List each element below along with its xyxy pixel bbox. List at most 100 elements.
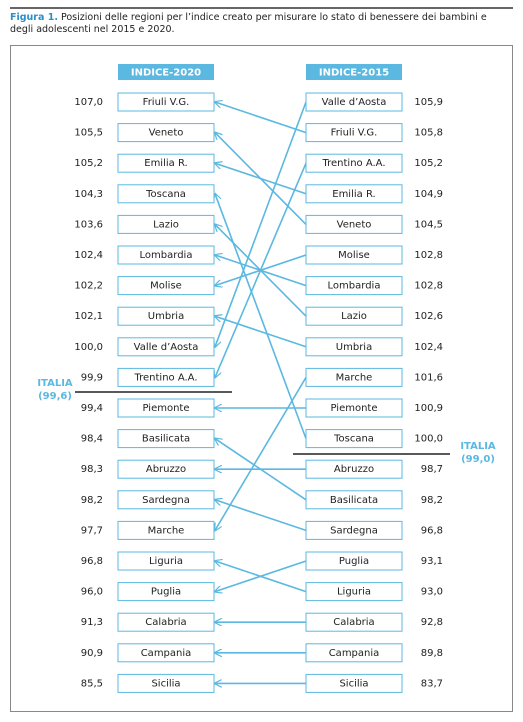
region-box — [305, 123, 403, 143]
region-box — [305, 673, 403, 693]
region-name: Liguria — [149, 556, 183, 567]
region-box — [305, 214, 403, 234]
column-header: INDICE-2015 — [319, 68, 389, 79]
region-name: Abruzzo — [334, 464, 374, 475]
region-name: Piemonte — [142, 403, 189, 414]
region-box — [305, 398, 403, 418]
region-name: Marche — [148, 525, 185, 536]
region-name: Lombardia — [140, 250, 193, 261]
region-value: 105,9 — [414, 97, 443, 108]
italia-label: ITALIA — [37, 378, 73, 389]
region-name: Valle d’Aosta — [322, 97, 387, 108]
connector — [215, 224, 307, 317]
connector — [215, 316, 307, 348]
region-value: 91,3 — [81, 617, 103, 628]
region-box — [117, 123, 215, 143]
region-name: Basilicata — [142, 434, 190, 445]
region-box — [117, 337, 215, 357]
region-name: Sicilia — [151, 678, 180, 689]
region-value: 103,6 — [74, 219, 103, 230]
region-value: 100,0 — [74, 342, 103, 353]
region-value: 105,2 — [414, 158, 443, 169]
region-name: Emilia R. — [332, 189, 375, 200]
region-name: Sardegna — [142, 495, 190, 506]
region-value: 105,2 — [74, 158, 103, 169]
region-name: Toscana — [333, 434, 374, 445]
region-box — [117, 306, 215, 326]
column-header-bg — [306, 64, 402, 80]
connector — [215, 102, 307, 134]
region-value: 100,0 — [414, 434, 443, 445]
region-box — [305, 245, 403, 265]
region-value: 89,8 — [421, 648, 443, 659]
region-value: 102,6 — [414, 311, 443, 322]
region-name: Lazio — [153, 219, 179, 230]
region-name: Calabria — [145, 617, 186, 628]
region-name: Umbria — [148, 311, 184, 322]
region-name: Valle d’Aosta — [134, 342, 199, 353]
region-box — [305, 429, 403, 449]
region-name: Trentino A.A. — [133, 372, 197, 383]
region-box — [305, 612, 403, 632]
region-name: Piemonte — [330, 403, 377, 414]
region-value: 98,7 — [421, 464, 443, 475]
region-value: 102,4 — [74, 250, 103, 261]
frame — [10, 45, 513, 712]
region-value: 107,0 — [74, 97, 103, 108]
region-value: 98,2 — [421, 495, 443, 506]
region-name: Emilia R. — [144, 158, 187, 169]
region-value: 83,7 — [421, 678, 443, 689]
column-header-bg — [118, 64, 214, 80]
region-name: Friuli V.G. — [143, 97, 190, 108]
caption-text: Posizioni delle regioni per l’indice cre… — [10, 12, 487, 35]
region-name: Calabria — [333, 617, 374, 628]
region-box — [305, 490, 403, 510]
region-value: 102,8 — [414, 250, 443, 261]
region-name: Lazio — [341, 311, 367, 322]
region-box — [305, 153, 403, 173]
region-box — [117, 459, 215, 479]
region-value: 97,7 — [81, 525, 103, 536]
region-value: 105,8 — [414, 128, 443, 139]
region-value: 90,9 — [81, 648, 103, 659]
region-name: Friuli V.G. — [331, 128, 378, 139]
region-name: Molise — [338, 250, 370, 261]
region-name: Basilicata — [330, 495, 378, 506]
region-value: 99,9 — [81, 372, 103, 383]
region-box — [117, 184, 215, 204]
region-value: 104,3 — [74, 189, 103, 200]
region-value: 104,5 — [414, 219, 443, 230]
region-value: 102,8 — [414, 281, 443, 292]
italia-value: (99,0) — [461, 454, 495, 465]
region-value: 93,0 — [421, 587, 443, 598]
region-name: Trentino A.A. — [321, 158, 385, 169]
region-name: Sardegna — [330, 525, 378, 536]
region-value: 98,2 — [81, 495, 103, 506]
region-value: 98,3 — [81, 464, 103, 475]
region-box — [305, 306, 403, 326]
region-name: Veneto — [337, 219, 372, 230]
region-value: 102,4 — [414, 342, 443, 353]
region-box — [117, 92, 215, 112]
region-value: 104,9 — [414, 189, 443, 200]
region-name: Campania — [141, 648, 192, 659]
region-box — [117, 582, 215, 602]
region-value: 101,6 — [414, 372, 443, 383]
region-value: 96,8 — [81, 556, 103, 567]
connector — [215, 500, 307, 532]
region-value: 102,2 — [74, 281, 103, 292]
region-box — [305, 643, 403, 663]
region-value: 100,9 — [414, 403, 443, 414]
region-name: Liguria — [337, 587, 371, 598]
region-name: Puglia — [151, 587, 181, 598]
region-box — [117, 551, 215, 571]
region-name: Marche — [336, 372, 373, 383]
region-box — [117, 673, 215, 693]
region-box — [117, 429, 215, 449]
caption-label: Figura 1. — [10, 12, 58, 23]
region-value: 96,8 — [421, 525, 443, 536]
region-value: 92,8 — [421, 617, 443, 628]
region-box — [305, 184, 403, 204]
region-value: 96,0 — [81, 587, 103, 598]
